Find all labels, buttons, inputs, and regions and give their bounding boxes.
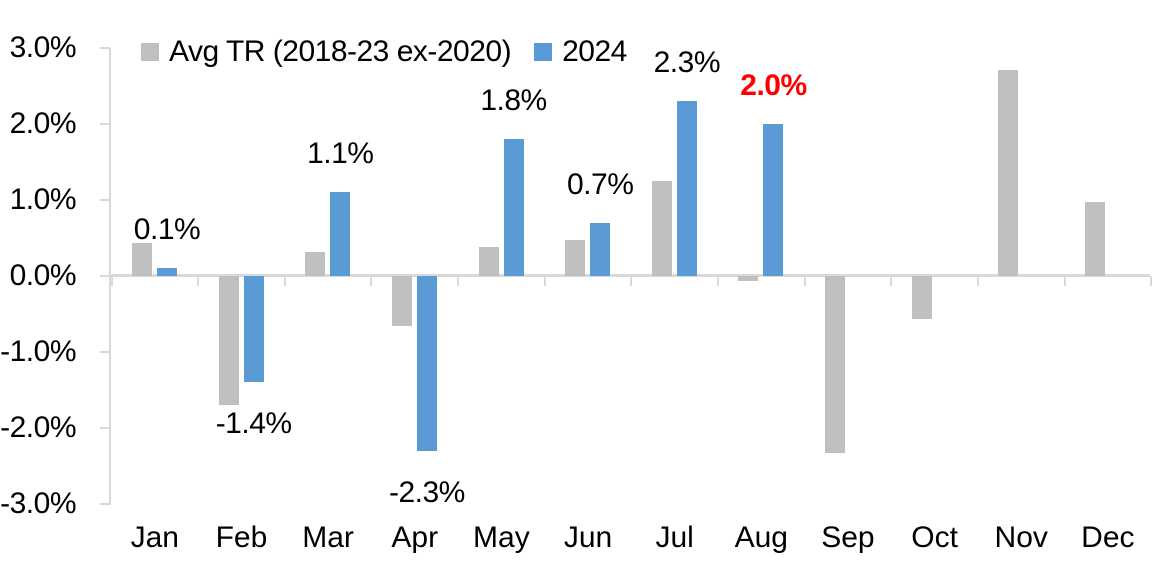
bar-avg-tr-mar (305, 252, 326, 276)
bar-avg-tr-may (478, 247, 499, 276)
data-label-aug: 2.0% (740, 69, 807, 102)
month-label-nov: Nov (994, 521, 1048, 554)
month-label-aug: Aug (734, 521, 788, 554)
month-label-oct: Oct (911, 521, 958, 554)
bar-avg-tr-jul (651, 181, 672, 276)
x-axis-tick (1063, 276, 1066, 286)
data-label-jan: 0.1% (133, 213, 201, 247)
y-axis-tick (100, 123, 110, 125)
y-axis-label-1.0%: 1.0% (9, 183, 77, 216)
x-axis-tick (1150, 276, 1152, 286)
bar-avg-tr-oct (911, 276, 932, 319)
x-axis-tick (110, 276, 113, 286)
bar-avg-tr-jun (565, 240, 586, 276)
chart-legend: Avg TR (2018-23 ex-2020) 2024 (141, 35, 627, 68)
y-axis-label-0.0%: 0.0% (9, 259, 77, 292)
x-axis-tick (803, 276, 806, 286)
legend-item-2024: 2024 (534, 36, 627, 68)
bar-avg-tr-nov (998, 70, 1019, 276)
bar-2024-mar (330, 192, 351, 276)
x-axis-tick (370, 276, 373, 286)
bar-avg-tr-jan (132, 243, 152, 276)
month-label-dec: Dec (1081, 521, 1135, 554)
x-axis-tick (457, 276, 460, 286)
month-label-apr: Apr (391, 521, 439, 554)
month-label-mar: Mar (302, 521, 354, 554)
data-label-may: 1.8% (480, 84, 547, 118)
y-axis-label--1.0%: -1.0% (0, 335, 76, 368)
data-label-feb: -1.4% (215, 407, 292, 441)
x-axis-tick (890, 276, 893, 286)
bar-2024-jan (157, 268, 177, 276)
month-label-feb: Feb (215, 521, 268, 554)
zero-axis-line (109, 274, 1150, 277)
bar-2024-may (503, 139, 524, 276)
bar-2024-jul (676, 101, 697, 276)
legend-swatch-avg-tr (141, 43, 159, 61)
month-label-jul: Jul (655, 521, 694, 554)
bar-2024-aug (763, 124, 784, 276)
legend-label-2024: 2024 (562, 35, 627, 68)
bar-2024-feb (243, 276, 264, 383)
y-axis-tick (100, 47, 110, 49)
y-axis-label--2.0%: -2.0% (0, 411, 76, 444)
x-axis-tick (630, 276, 633, 286)
y-axis-tick (100, 351, 110, 353)
legend-item-avg-tr: Avg TR (2018-23 ex-2020) (141, 35, 512, 68)
month-label-jan: Jan (130, 521, 179, 554)
x-axis-tick (976, 276, 979, 286)
x-axis-tick (283, 276, 286, 286)
data-label-jun: 0.7% (566, 167, 634, 201)
y-axis-tick (100, 199, 110, 201)
y-axis-tick (100, 275, 110, 277)
bar-avg-tr-feb (218, 276, 239, 406)
y-axis-tick (100, 503, 110, 505)
y-axis-label-2.0%: 2.0% (9, 107, 77, 140)
data-label-apr: -2.3% (388, 475, 465, 509)
y-axis-label-3.0%: 3.0% (9, 31, 77, 64)
y-axis-label--3.0%: -3.0% (0, 487, 76, 520)
legend-swatch-2024 (534, 43, 553, 61)
data-label-jul: 2.3% (653, 46, 721, 80)
data-label-mar: 1.1% (307, 137, 374, 171)
x-axis-tick (543, 276, 546, 286)
x-axis-tick (197, 276, 200, 286)
month-label-may: May (473, 521, 530, 554)
bar-avg-tr-sep (825, 276, 846, 454)
x-axis-tick (716, 276, 719, 286)
month-label-sep: Sep (821, 521, 875, 554)
bar-2024-apr (416, 276, 437, 451)
month-label-jun: Jun (563, 521, 613, 554)
bar-2024-jun (590, 222, 611, 276)
y-axis-tick (100, 427, 110, 429)
bar-avg-tr-dec (1085, 202, 1106, 276)
legend-label-avg-tr: Avg TR (2018-23 ex-2020) (169, 35, 512, 68)
bar-avg-tr-apr (391, 276, 412, 327)
bar-avg-tr-aug (738, 276, 759, 282)
